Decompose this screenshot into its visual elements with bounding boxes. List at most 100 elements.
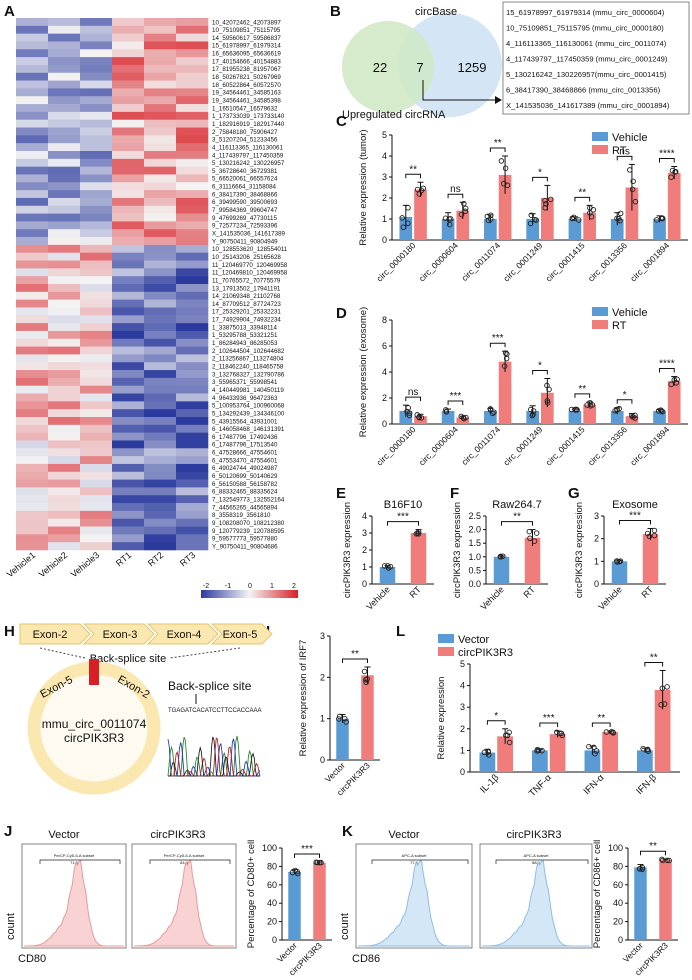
- heatmap-cell: [176, 487, 209, 496]
- heatmap-cell: [176, 315, 209, 324]
- legend-label-vehicle: Vehicle: [612, 307, 647, 319]
- data-point: [586, 743, 592, 750]
- heatmap-cell: [176, 151, 209, 160]
- heatmap-row-label: 13_17913502_17941191: [212, 285, 281, 292]
- data-point: [547, 196, 554, 203]
- data-point: [400, 224, 407, 230]
- heatmap-cell: [80, 151, 113, 160]
- data-point: [461, 200, 467, 207]
- bar: [667, 172, 681, 240]
- data-point: [418, 415, 425, 421]
- heatmap-row-label: 4_96433936_96472363: [212, 395, 278, 402]
- y-tick-label: 3: [382, 172, 387, 182]
- heatmap-cell: [144, 401, 177, 410]
- heatmap-cell: [16, 534, 49, 543]
- heatmap-cell: [80, 354, 113, 363]
- bar: [583, 404, 596, 424]
- heatmap-cell: [80, 33, 113, 42]
- heatmap-cell: [112, 135, 145, 144]
- x-tick-label: circ_0001894: [628, 424, 671, 467]
- chart-title: Exosome: [612, 499, 658, 511]
- panel-label-a: A: [4, 3, 15, 20]
- heatmap-cell: [16, 354, 49, 363]
- data-point: [531, 216, 538, 223]
- colorbar-tick: -1: [225, 583, 231, 590]
- data-point: [341, 715, 348, 722]
- heatmap-cell: [112, 18, 145, 27]
- heatmap-cell: [112, 354, 145, 363]
- heatmap-cell: [80, 346, 113, 355]
- heatmap-cell: [144, 197, 177, 207]
- heatmap-cell: [80, 96, 113, 105]
- heatmap-cell: [16, 127, 49, 136]
- heatmap-cell: [112, 440, 145, 449]
- y-tick-label: 2: [320, 672, 325, 682]
- y-tick-label: 2: [362, 545, 367, 555]
- flow-title-vector: Vector: [388, 829, 420, 841]
- bar: [288, 871, 301, 940]
- heatmap-cell: [176, 346, 209, 355]
- data-point: [666, 857, 672, 864]
- data-point: [361, 668, 368, 675]
- heatmap: [16, 18, 209, 551]
- heatmap-cell: [16, 190, 49, 199]
- heatmap-cell: [80, 104, 113, 113]
- heatmap-cell: [112, 417, 145, 426]
- heatmap-cell: [144, 119, 177, 128]
- data-point: [415, 531, 422, 537]
- data-point: [491, 409, 497, 415]
- data-point: [414, 186, 421, 193]
- bar: [541, 392, 554, 424]
- heatmap-cell: [176, 174, 209, 183]
- data-point: [655, 408, 662, 414]
- heatmap-cell: [48, 385, 81, 394]
- heatmap-cell: [144, 448, 177, 457]
- heatmap-cell: [16, 385, 49, 394]
- heatmap-cell: [144, 479, 177, 488]
- chart-title: B16F10: [384, 499, 423, 511]
- heatmap-cell: [80, 291, 113, 300]
- heatmap-cell: [80, 268, 113, 277]
- heatmap-cell: [16, 49, 49, 58]
- data-point: [446, 221, 453, 228]
- significance-label: **: [513, 512, 521, 523]
- x-tick-label: IFN-β: [634, 772, 659, 797]
- data-point: [481, 749, 488, 756]
- heatmap-cell: [80, 330, 113, 340]
- data-point: [617, 558, 624, 564]
- heatmap-cell: [112, 174, 145, 183]
- bar: [441, 219, 455, 240]
- y-tick-label: 60: [267, 880, 277, 890]
- data-point: [528, 212, 535, 218]
- gate-value: 88.0: [532, 860, 541, 865]
- heatmap-cell: [48, 284, 81, 293]
- heatmap-cell: [48, 190, 81, 199]
- circrna-list: 15_61978997_61979314 (mmu_circ_0000604) 1…: [506, 8, 670, 110]
- significance-label: ***: [629, 510, 641, 521]
- flow-plot-frame: [355, 843, 473, 949]
- x-tick-label: circ_0000604: [417, 424, 460, 467]
- y-tick-label: 0: [320, 755, 325, 765]
- heatmap-cell: [80, 448, 113, 457]
- significance-bracket: [659, 368, 675, 373]
- heatmap-cell: [16, 424, 49, 433]
- heatmap-cell: [112, 119, 145, 128]
- heatmap-cell: [112, 244, 145, 254]
- gate-value: 71.6: [70, 860, 79, 865]
- significance-bracket: [342, 658, 368, 663]
- heatmap-cell: [80, 260, 113, 269]
- data-point: [575, 217, 582, 223]
- legend-swatch-vehicle: [592, 132, 608, 141]
- heatmap-cell: [16, 119, 49, 128]
- heatmap-cell: [176, 362, 209, 371]
- data-point: [544, 398, 551, 404]
- heatmap-row-label: 6_17487796_17492436: [212, 434, 278, 441]
- heatmap-cell: [144, 487, 177, 496]
- heatmap-col-labels: Vehicle1 Vehicle2 Vehicle3 RT1 RT2 RT3: [5, 550, 197, 580]
- heatmap-row-label: 6_17487796_17513540: [212, 442, 278, 449]
- heatmap-cell: [144, 268, 177, 277]
- heatmap-cell: [176, 409, 209, 418]
- heatmap-cell: [80, 41, 113, 50]
- data-point: [653, 217, 660, 223]
